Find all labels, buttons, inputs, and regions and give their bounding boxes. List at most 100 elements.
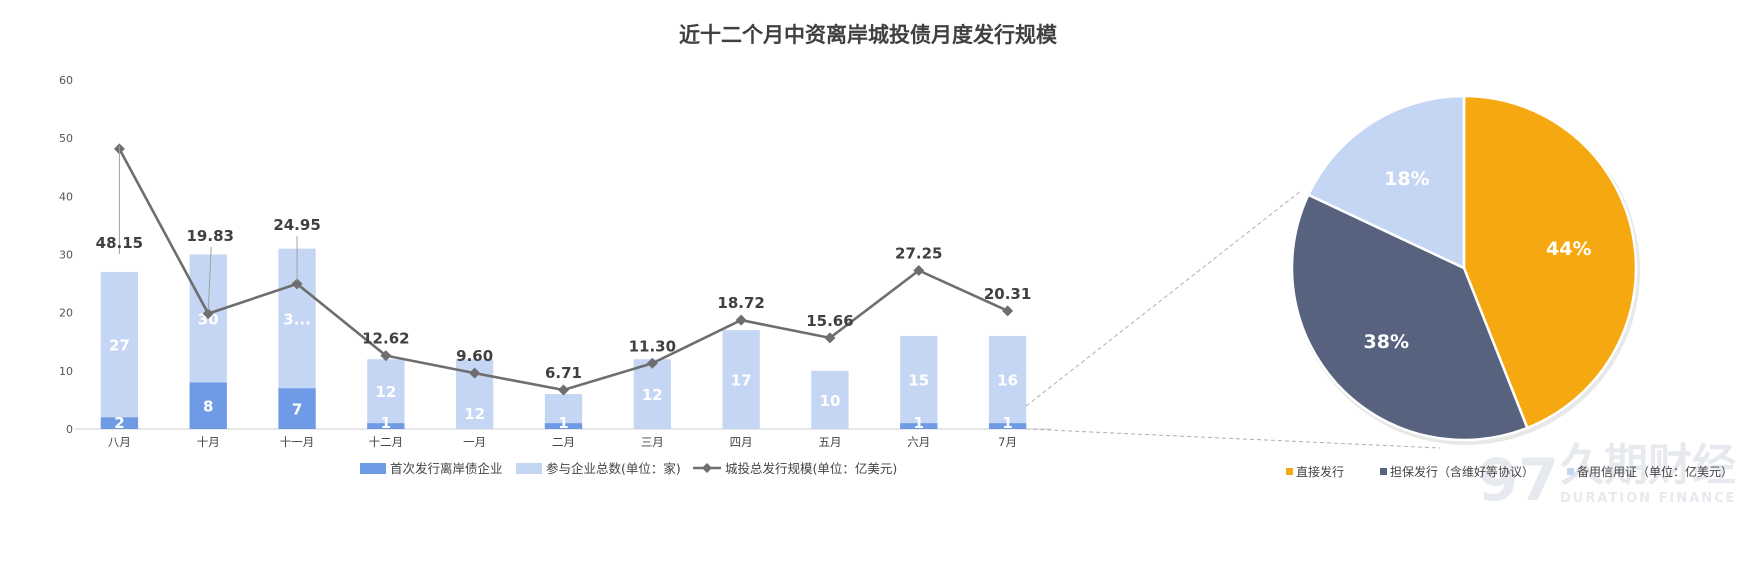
- pie-legend-swatch: [1286, 468, 1293, 475]
- x-tick-label: 十二月: [369, 435, 404, 449]
- label-leader-line: [207, 246, 212, 311]
- x-tick-label: 7月: [998, 435, 1017, 449]
- y-tick-label: 60: [59, 74, 73, 87]
- pie-legend-label: 直接发行: [1296, 464, 1344, 479]
- x-tick-label: 八月: [108, 435, 131, 449]
- x-tick-label: 三月: [641, 435, 664, 449]
- bar-total-label: 30: [198, 310, 219, 328]
- line-marker: [380, 350, 392, 362]
- y-tick-label: 20: [59, 307, 73, 320]
- legend-swatch-total: [516, 463, 542, 474]
- bar-first-issue: [189, 382, 227, 429]
- line-marker: [735, 314, 747, 326]
- bar-total: [988, 335, 1027, 429]
- line-value-label: 18.72: [717, 294, 764, 312]
- x-tick-label: 二月: [552, 435, 575, 449]
- watermark-cn: 久期财经: [1560, 440, 1736, 491]
- bar-total-label: 17: [731, 372, 752, 390]
- pie-slice-label: 44%: [1546, 238, 1591, 260]
- line-value-label: 24.95: [273, 216, 320, 234]
- line-value-label: 12.62: [362, 330, 409, 348]
- x-tick-label: 十月: [197, 435, 220, 449]
- bar-first-issue-label: 1: [381, 414, 391, 432]
- bar-first-issue: [900, 423, 938, 429]
- legend-label-total: 参与企业总数(单位：家): [546, 461, 681, 476]
- line-marker: [558, 384, 569, 396]
- watermark-en: DURATION FINANCE: [1560, 491, 1737, 506]
- bar-total-label: 3...: [283, 310, 311, 328]
- pie-chart: 44% 38% 18%: [1290, 94, 1640, 445]
- line-series: [118, 148, 1009, 392]
- y-tick-label: 10: [59, 365, 73, 378]
- bar-total-label: 12: [642, 386, 663, 404]
- x-tick-label: 六月: [907, 435, 930, 449]
- line-value-label: 20.31: [984, 285, 1031, 303]
- line-marker: [824, 332, 836, 344]
- bar-total: [633, 359, 671, 429]
- line-value-label: 6.71: [545, 364, 582, 382]
- bar-first-issue-label: 2: [114, 414, 124, 432]
- bar-first-issue-label: 1: [1002, 414, 1012, 432]
- bar-total: [811, 370, 849, 429]
- line-value-label: 19.83: [187, 227, 234, 245]
- chart-title: 近十二个月中资离岸城投债月度发行规模: [679, 23, 1058, 47]
- y-tick-label: 50: [59, 132, 73, 145]
- bar-total: [367, 359, 405, 429]
- line-value-label: 11.30: [629, 337, 676, 355]
- pie-slice: [1290, 193, 1529, 442]
- bar-first-issue-label: 1: [914, 414, 924, 432]
- pie-legend-swatch: [1380, 468, 1387, 475]
- callout-connector-bottom: [1026, 428, 1441, 449]
- bar-total: [722, 330, 760, 429]
- bar-first-issue-label: 1: [558, 414, 568, 432]
- line-marker: [1002, 305, 1014, 317]
- legend-label-line: 城投总发行规模(单位：亿美元): [725, 461, 897, 476]
- bar-total-label: 10: [820, 392, 841, 410]
- legend-label-first-issue: 首次发行离岸债企业: [390, 461, 503, 476]
- bar-total-label: 12: [375, 383, 396, 401]
- line-value-label: 15.66: [806, 312, 853, 330]
- pie-slice-label: 18%: [1384, 168, 1429, 190]
- bar-first-issue-label: 8: [203, 398, 213, 416]
- bar-total-label: 16: [997, 372, 1018, 390]
- pie-slice: [1306, 94, 1466, 270]
- line-value-label: 48.15: [96, 234, 143, 252]
- pie-legend-label: 备用信用证（单位：亿美元）: [1577, 464, 1733, 479]
- y-tick-label: 0: [66, 423, 73, 436]
- pie-slice-label: 38%: [1364, 331, 1409, 353]
- bar-total-label: 27: [109, 337, 130, 355]
- legend-swatch-first-issue: [360, 463, 386, 474]
- callout-connector-top: [1025, 189, 1303, 407]
- x-tick-label: 五月: [818, 435, 841, 449]
- x-tick-label: 一月: [463, 435, 486, 449]
- x-tick-label: 四月: [730, 435, 753, 449]
- line-value-label: 27.25: [895, 244, 942, 262]
- bar-first-issue: [278, 388, 316, 429]
- y-tick-label: 30: [59, 249, 73, 262]
- bar-total-label: 12: [464, 405, 485, 423]
- line-marker: [469, 367, 481, 379]
- legend-swatch-line-marker: [702, 463, 712, 473]
- pie-slice: [1462, 94, 1638, 430]
- bar-first-issue: [100, 417, 139, 429]
- legend: 首次发行离岸债企业 参与企业总数(单位：家) 城投总发行规模(单位：亿美元) 直接发行…: [360, 461, 1733, 479]
- line-marker: [646, 357, 658, 369]
- line-marker: [913, 264, 925, 276]
- pie-legend-swatch: [1567, 468, 1574, 475]
- bar-first-issue: [544, 423, 583, 429]
- bar-total: [100, 271, 139, 429]
- y-tick-label: 40: [59, 190, 73, 203]
- bar-total: [900, 335, 938, 429]
- line-marker: [202, 308, 214, 320]
- watermark-logo: 久期财经 DURATION FINANCE 97: [1478, 440, 1737, 514]
- bar-first-issue-label: 7: [292, 401, 302, 419]
- bar-total-label: 15: [908, 372, 929, 390]
- bar-first-issue: [988, 423, 1027, 429]
- line-value-label: 9.60: [456, 347, 493, 365]
- pie-legend-label: 担保发行（含维好等协议）: [1390, 464, 1534, 479]
- x-tick-label: 十一月: [280, 435, 315, 449]
- watermark-mark: 97: [1478, 446, 1559, 514]
- line-marker: [291, 278, 303, 290]
